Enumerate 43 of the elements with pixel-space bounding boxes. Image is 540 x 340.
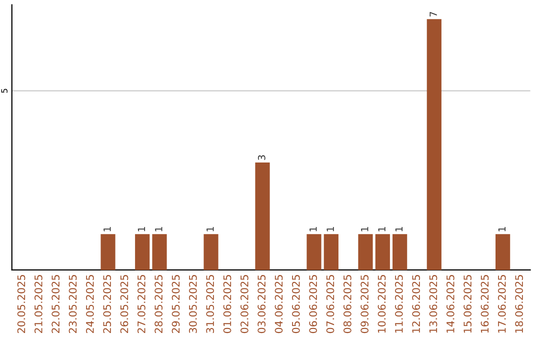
x-tick-label: 12.06.2025 — [412, 275, 420, 333]
data-label: 1 — [326, 227, 334, 232]
x-tick-label: 18.06.2025 — [515, 275, 524, 333]
x-tick-label: 22.05.2025 — [52, 275, 60, 334]
x-tick-label: 25.05.2025 — [103, 275, 112, 334]
data-label: 1 — [104, 227, 111, 232]
x-tick-label: 16.06.2025 — [480, 275, 489, 333]
x-tick-label: 17.06.2025 — [498, 275, 506, 333]
x-tick-label: 31.05.2025 — [206, 275, 214, 333]
x-tick-label: 04.06.2025 — [274, 275, 283, 334]
x-tick-label: 26.05.2025 — [120, 275, 128, 334]
x-tick-label: 23.05.2025 — [68, 275, 77, 334]
data-label: 1 — [361, 227, 368, 232]
x-tick-label: 11.06.2025 — [394, 275, 403, 333]
data-label: 1 — [206, 227, 214, 232]
x-tick-label: 20.05.2025 — [17, 275, 26, 334]
data-label: 1 — [155, 227, 162, 232]
x-tick-label: 03.06.2025 — [258, 275, 266, 334]
data-label: 7 — [430, 12, 437, 17]
x-tick-label: 29.05.2025 — [172, 275, 180, 334]
x-tick-label: 30.05.2025 — [188, 275, 197, 333]
y-tick-label: 5 — [1, 88, 8, 93]
x-tick-label: 06.06.2025 — [309, 275, 318, 334]
x-tick-label: 02.06.2025 — [240, 275, 248, 334]
x-tick-label: 14.06.2025 — [446, 275, 454, 333]
x-tick-label: 05.06.2025 — [292, 275, 300, 334]
x-tick-label: 01.06.2025 — [223, 275, 232, 334]
x-tick-label: 21.05.2025 — [34, 275, 42, 334]
x-tick-label: 24.05.2025 — [86, 275, 94, 334]
data-label: 3 — [258, 155, 266, 160]
x-tick-label: 15.06.2025 — [464, 275, 472, 333]
data-label: 1 — [378, 227, 386, 232]
data-label: 1 — [138, 227, 146, 232]
x-tick-label: 10.06.2025 — [378, 275, 386, 333]
x-tick-label: 27.05.2025 — [137, 275, 146, 334]
data-label: 1 — [498, 227, 506, 232]
data-label: 1 — [310, 227, 317, 232]
data-label: 1 — [395, 227, 403, 232]
x-tick-label: 08.06.2025 — [343, 275, 352, 334]
x-tick-label: 28.05.2025 — [154, 275, 163, 334]
x-tick-label: 13.06.2025 — [429, 275, 438, 333]
x-tick-label: 09.06.2025 — [360, 275, 369, 334]
x-tick-label: 07.06.2025 — [326, 275, 334, 334]
